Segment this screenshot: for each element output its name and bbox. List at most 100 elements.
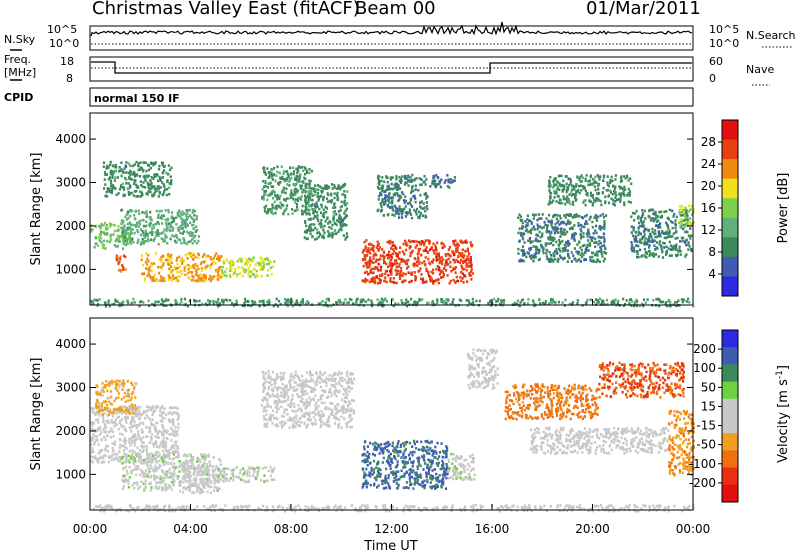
power-cell bbox=[222, 259, 225, 263]
velocity-cell bbox=[98, 449, 101, 453]
velocity-cell bbox=[154, 409, 157, 412]
velocity-cell bbox=[203, 456, 206, 459]
power-cell bbox=[667, 247, 670, 250]
power-cell bbox=[103, 221, 107, 225]
power-cell bbox=[189, 231, 192, 234]
power-cell bbox=[192, 220, 195, 223]
power-cell bbox=[615, 198, 618, 202]
power-cell bbox=[316, 217, 319, 220]
power-cell bbox=[566, 230, 569, 234]
power-cell bbox=[559, 242, 562, 245]
velocity-cell bbox=[151, 460, 154, 463]
power-cell bbox=[266, 198, 269, 202]
power-cell bbox=[107, 166, 110, 169]
power-cell bbox=[687, 241, 690, 244]
power-cell bbox=[679, 225, 682, 229]
power-cell bbox=[689, 223, 692, 226]
power-cell bbox=[555, 240, 558, 244]
power-cell bbox=[418, 269, 421, 272]
velocity-cell bbox=[102, 419, 105, 423]
power-cell bbox=[375, 258, 378, 262]
velocity-cell bbox=[103, 430, 106, 434]
power-cell bbox=[244, 262, 247, 266]
velocity-cell bbox=[117, 427, 120, 431]
power-cell bbox=[155, 209, 158, 213]
power-cell bbox=[436, 176, 439, 179]
power-cell bbox=[179, 231, 182, 235]
power-cell bbox=[579, 260, 582, 263]
power-cell bbox=[274, 179, 277, 183]
power-cell bbox=[307, 182, 310, 186]
power-cell bbox=[602, 179, 605, 182]
power-cell bbox=[461, 248, 464, 252]
power-cell bbox=[568, 193, 571, 196]
power-cell bbox=[134, 209, 137, 213]
power-cell bbox=[256, 274, 259, 278]
power-cell bbox=[606, 188, 609, 192]
power-cell bbox=[247, 271, 250, 275]
power-cell bbox=[305, 202, 308, 205]
power-cell bbox=[223, 274, 227, 277]
power-cell bbox=[191, 237, 194, 241]
velocity-cell bbox=[124, 416, 127, 419]
power-cell bbox=[119, 185, 123, 189]
power-cell bbox=[224, 270, 227, 274]
power-cell bbox=[332, 218, 335, 222]
power-cell bbox=[240, 257, 244, 260]
power-cell bbox=[219, 276, 223, 279]
power-cell bbox=[172, 274, 175, 277]
power-cell bbox=[140, 254, 144, 257]
power-cell bbox=[157, 216, 160, 219]
power-cell bbox=[653, 213, 656, 216]
power-cell bbox=[336, 219, 339, 222]
power-cell bbox=[564, 175, 567, 178]
velocity-cell bbox=[171, 406, 174, 410]
velocity-cell bbox=[161, 433, 164, 437]
power-cell bbox=[186, 252, 189, 256]
power-cell bbox=[131, 223, 134, 227]
power-cell bbox=[387, 265, 390, 269]
power-cell bbox=[114, 169, 117, 173]
power-cell bbox=[157, 222, 160, 225]
power-cell bbox=[157, 187, 160, 191]
power-cell bbox=[169, 265, 173, 268]
velocity-cell bbox=[91, 438, 94, 442]
power-cell bbox=[152, 223, 155, 227]
power-cell bbox=[607, 201, 611, 205]
power-cell bbox=[402, 192, 405, 196]
power-cell bbox=[418, 299, 421, 302]
power-cell bbox=[654, 229, 657, 232]
power-cell bbox=[385, 253, 388, 257]
power-cell bbox=[658, 224, 661, 227]
power-cell bbox=[191, 231, 194, 235]
velocity-cell bbox=[111, 382, 114, 385]
power-cell bbox=[141, 193, 144, 197]
power-cell bbox=[273, 166, 276, 170]
power-cell bbox=[381, 200, 384, 203]
power-cell bbox=[434, 185, 437, 189]
power-cell bbox=[614, 298, 617, 302]
power-cell bbox=[103, 178, 106, 181]
power-cell bbox=[660, 214, 663, 218]
power-cell bbox=[150, 264, 153, 267]
power-cell bbox=[583, 251, 587, 254]
power-cell bbox=[455, 275, 458, 279]
power-cell bbox=[665, 221, 668, 225]
velocity-cell bbox=[122, 396, 125, 399]
power-cell bbox=[470, 264, 473, 267]
power-cell bbox=[645, 242, 649, 246]
velocity-cell bbox=[91, 424, 94, 427]
power-cell bbox=[343, 212, 346, 215]
power-cell bbox=[337, 185, 341, 189]
power-cell bbox=[324, 301, 327, 304]
power-cell bbox=[313, 187, 316, 190]
power-cell bbox=[439, 185, 442, 189]
power-cell bbox=[124, 231, 128, 234]
power-cell bbox=[640, 241, 643, 245]
date-label: 01/Mar/2011 bbox=[586, 0, 701, 19]
power-cell bbox=[563, 187, 566, 190]
velocity-cell bbox=[177, 426, 180, 430]
power-cell bbox=[652, 217, 656, 221]
power-cell bbox=[129, 227, 132, 230]
power-cell bbox=[658, 299, 661, 302]
